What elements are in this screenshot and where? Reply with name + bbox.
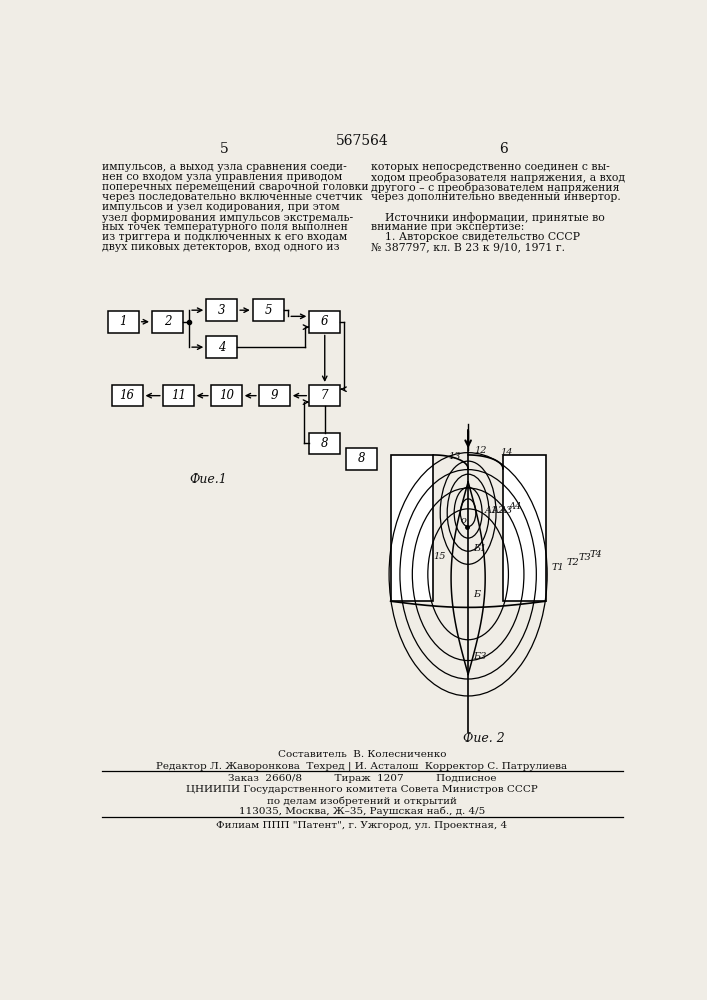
- Bar: [252, 299, 284, 321]
- Text: Филиам ППП "Патент", г. Ужгород, ул. Проектная, 4: Филиам ППП "Патент", г. Ужгород, ул. Про…: [216, 821, 508, 830]
- Text: поперечных перемещений сварочной головки: поперечных перемещений сварочной головки: [103, 182, 369, 192]
- Text: 11: 11: [171, 389, 186, 402]
- Bar: [503, 455, 546, 601]
- Text: T2: T2: [566, 558, 579, 567]
- Text: 2: 2: [164, 315, 171, 328]
- Text: через последовательно включенные счетчик: через последовательно включенные счетчик: [103, 192, 363, 202]
- Text: T4: T4: [590, 550, 602, 559]
- Text: 3: 3: [218, 304, 226, 317]
- Text: Заказ  2660/8          Тираж  1207          Подписное: Заказ 2660/8 Тираж 1207 Подписное: [228, 774, 496, 783]
- Text: Составитель  В. Колесниченко: Составитель В. Колесниченко: [278, 750, 446, 759]
- Bar: [309, 433, 340, 454]
- Text: Источники информации, принятые во: Источники информации, принятые во: [371, 212, 605, 223]
- Text: узел формирования импульсов экстремаль-: узел формирования импульсов экстремаль-: [103, 212, 354, 223]
- Text: которых непосредственно соединен с вы-: которых непосредственно соединен с вы-: [371, 162, 610, 172]
- Text: 6: 6: [498, 142, 508, 156]
- Text: через дополнительно введенный инвертор.: через дополнительно введенный инвертор.: [371, 192, 621, 202]
- Text: 14: 14: [501, 448, 513, 457]
- Text: № 387797, кл. В 23 к 9/10, 1971 г.: № 387797, кл. В 23 к 9/10, 1971 г.: [371, 242, 566, 252]
- Text: A4: A4: [508, 502, 522, 511]
- Text: о: о: [460, 516, 466, 525]
- Text: 13: 13: [449, 452, 461, 461]
- Text: Б: Б: [473, 590, 480, 599]
- Text: 9: 9: [271, 389, 278, 402]
- Text: 8: 8: [358, 452, 366, 465]
- Text: 8: 8: [321, 437, 329, 450]
- Bar: [152, 311, 183, 333]
- Text: другого – с преобразователем напряжения: другого – с преобразователем напряжения: [371, 182, 620, 193]
- Text: Фие. 2: Фие. 2: [463, 732, 505, 745]
- Bar: [107, 311, 139, 333]
- Text: по делам изобретений и открытий: по делам изобретений и открытий: [267, 796, 457, 806]
- Text: 7: 7: [321, 389, 329, 402]
- Bar: [346, 448, 378, 470]
- Text: нен со входом узла управления приводом: нен со входом узла управления приводом: [103, 172, 343, 182]
- Text: 12: 12: [474, 446, 487, 455]
- Bar: [391, 455, 433, 601]
- Text: 4: 4: [218, 341, 226, 354]
- Text: 1: 1: [119, 315, 127, 328]
- Bar: [309, 385, 340, 406]
- Text: внимание при экспертизе:: внимание при экспертизе:: [371, 222, 525, 232]
- Bar: [206, 299, 237, 321]
- Bar: [112, 385, 143, 406]
- Text: T3: T3: [579, 553, 592, 562]
- Bar: [163, 385, 194, 406]
- Text: ЦНИИПИ Государственного комитета Совета Министров СССР: ЦНИИПИ Государственного комитета Совета …: [186, 785, 538, 794]
- Text: A1: A1: [485, 506, 498, 515]
- Text: 16: 16: [119, 389, 134, 402]
- Text: двух пиковых детекторов, вход одного из: двух пиковых детекторов, вход одного из: [103, 242, 340, 252]
- Text: из триггера и подключенных к его входам: из триггера и подключенных к его входам: [103, 232, 348, 242]
- Text: Б3: Б3: [473, 652, 486, 661]
- Text: 6: 6: [321, 315, 329, 328]
- Text: 15: 15: [433, 552, 445, 561]
- Bar: [309, 311, 340, 333]
- Text: 10: 10: [219, 389, 234, 402]
- Text: Б1: Б1: [473, 544, 486, 553]
- Text: 567564: 567564: [336, 134, 388, 148]
- Text: A2: A2: [491, 506, 505, 515]
- Bar: [211, 385, 242, 406]
- Text: 5: 5: [220, 142, 228, 156]
- Text: ходом преобразователя напряжения, а вход: ходом преобразователя напряжения, а вход: [371, 172, 626, 183]
- Text: импульсов и узел кодирования, при этом: импульсов и узел кодирования, при этом: [103, 202, 340, 212]
- Text: A3: A3: [500, 506, 513, 515]
- Text: 5: 5: [264, 304, 272, 317]
- Text: 113035, Москва, Ж–35, Раушская наб., д. 4/5: 113035, Москва, Ж–35, Раушская наб., д. …: [239, 807, 485, 816]
- Text: 1. Авторское свидетельство СССР: 1. Авторское свидетельство СССР: [371, 232, 580, 242]
- Text: импульсов, а выход узла сравнения соеди-: импульсов, а выход узла сравнения соеди-: [103, 162, 347, 172]
- Text: Редактор Л. Жаворонкова  Техред | И. Асталош  Корректор С. Патрулиева: Редактор Л. Жаворонкова Техред | И. Аста…: [156, 761, 568, 771]
- Bar: [259, 385, 290, 406]
- Text: T1: T1: [551, 563, 563, 572]
- Bar: [206, 336, 237, 358]
- Text: Фие.1: Фие.1: [189, 473, 228, 486]
- Text: ных точек температурного поля выполнен: ных точек температурного поля выполнен: [103, 222, 349, 232]
